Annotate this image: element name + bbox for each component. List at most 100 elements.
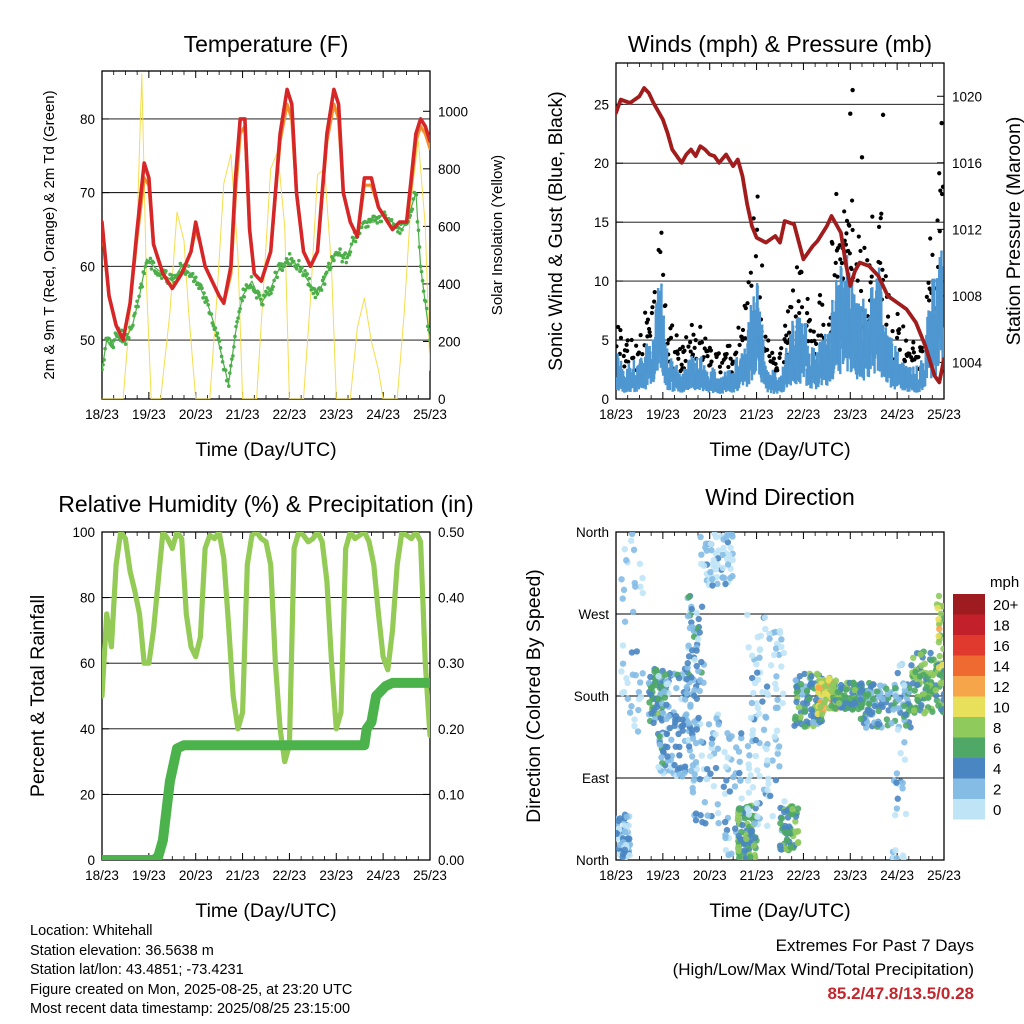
gust-point (645, 317, 651, 322)
x-tick-label-winds: 24/23 (880, 407, 914, 422)
direction-point (865, 700, 872, 707)
gust-point (903, 338, 909, 343)
dewpoint-point (370, 217, 374, 222)
dewpoint-point (373, 218, 377, 223)
gust-point (770, 350, 775, 356)
dewpoint-point (234, 324, 238, 329)
direction-point (779, 699, 786, 707)
direction-point (705, 721, 713, 728)
dewpoint-point (340, 259, 344, 264)
direction-point (681, 696, 689, 703)
x-tick-label-winds: 21/23 (740, 407, 774, 422)
direction-point (879, 703, 886, 711)
dewpoint-point (220, 360, 225, 364)
direction-point (623, 557, 630, 564)
x-tick-label-winds: 18/23 (599, 407, 633, 422)
direction-point (656, 741, 664, 748)
direction-point (731, 783, 739, 790)
gust-point (799, 305, 805, 310)
y2-tick-label-temperature: 400 (438, 277, 461, 292)
dewpoint-point (111, 345, 116, 350)
gust-point (730, 359, 735, 364)
direction-point (722, 834, 729, 842)
direction-point (736, 806, 744, 813)
direction-point (780, 649, 788, 657)
recent-text: Most recent data timestamp: 2025/08/25 2… (30, 1001, 351, 1018)
direction-point (914, 696, 921, 704)
dewpoint-point (226, 384, 231, 388)
gust-point (939, 120, 944, 126)
direction-point (693, 726, 700, 733)
direction-point (664, 743, 671, 751)
direction-point (698, 752, 705, 759)
direction-point (875, 707, 882, 715)
direction-point (764, 740, 771, 748)
direction-point (901, 702, 908, 710)
direction-point (721, 818, 729, 826)
direction-point (621, 618, 629, 625)
elevation-text: Station elevation: 36.5638 m (30, 942, 214, 959)
dewpoint-point (170, 273, 174, 278)
direction-points (616, 532, 944, 860)
y2-tick-label-humidity: 0.10 (438, 787, 464, 802)
direction-point (766, 630, 773, 638)
direction-point (679, 727, 686, 734)
gust-point (880, 267, 885, 272)
direction-point (653, 666, 660, 674)
gust-point (858, 248, 863, 254)
latlon-text: Station lat/lon: 43.4851; -73.4231 (30, 962, 244, 979)
direction-point (764, 757, 771, 764)
direction-point (724, 754, 731, 761)
direction-point (721, 790, 729, 797)
direction-point (781, 829, 789, 836)
y2-tick-label-humidity: 0.40 (438, 591, 464, 606)
dewpoint-point (297, 258, 301, 263)
direction-point (676, 752, 683, 759)
direction-point (921, 710, 928, 717)
y2-tick-label-winds: 1008 (952, 289, 982, 304)
dewpoint-point (201, 296, 205, 300)
gust-point (930, 252, 935, 257)
y-axis-label-humidity: Percent & Total Rainfall (27, 595, 49, 797)
direction-point (763, 745, 770, 753)
direction-point (801, 723, 808, 730)
direction-point (773, 685, 780, 693)
direction-point (835, 700, 843, 707)
dewpoint-point (415, 220, 420, 224)
dewpoint-point (190, 271, 195, 276)
dewpoint-point (159, 276, 164, 281)
direction-point (787, 844, 794, 851)
x-axis-label-winds: Time (Day/UTC) (709, 439, 850, 461)
gust-point (624, 342, 629, 347)
direction-point (703, 547, 710, 554)
gust-point (910, 346, 915, 351)
y2-tick-label-winds: 1016 (952, 156, 982, 171)
gust-point (785, 340, 790, 345)
gust-point (650, 305, 655, 310)
direction-point (927, 649, 934, 657)
direction-point (720, 544, 727, 552)
gust-point (879, 211, 884, 216)
gust-point (631, 355, 636, 360)
gust-point (648, 333, 653, 338)
direction-point (801, 670, 808, 678)
direction-point (709, 575, 716, 583)
direction-point (928, 657, 935, 664)
direction-point (785, 823, 793, 830)
dewpoint-point (289, 256, 294, 261)
dewpoint-point (236, 316, 240, 320)
direction-point (842, 700, 849, 707)
legend-label: 4 (993, 761, 1001, 778)
gust-point (784, 333, 789, 338)
y-tick-label-humidity: 100 (72, 525, 95, 540)
direction-point (626, 835, 633, 843)
gust-point (727, 343, 732, 348)
pressure-series-line (616, 86, 944, 385)
direction-point (676, 743, 683, 751)
direction-point (752, 805, 759, 812)
gust-point (726, 364, 731, 370)
legend-title: mph (990, 574, 1019, 591)
y2-tick-label-temperature: 200 (438, 334, 461, 349)
gust-point (765, 347, 770, 353)
dewpoint-point (419, 269, 424, 274)
